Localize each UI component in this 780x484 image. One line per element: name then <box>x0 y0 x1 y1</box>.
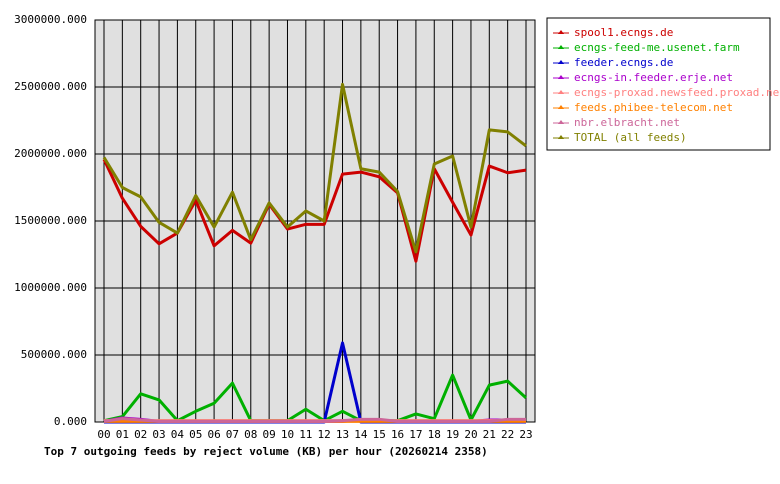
y-tick-label: 500000.000 <box>21 348 87 361</box>
series-line <box>103 417 526 423</box>
x-tick-label: 13 <box>336 428 349 441</box>
legend-label: ecngs-proxad.newsfeed.proxad.net <box>574 86 780 99</box>
legend-label: ecngs-in.feeder.erje.net <box>574 71 733 84</box>
series-line <box>103 373 528 423</box>
legend-label: ecngs-feed-me.usenet.farm <box>574 41 740 54</box>
y-tick-label: 2000000.000 <box>14 147 87 160</box>
legend-marker <box>558 90 564 94</box>
chart-title: Top 7 outgoing feeds by reject volume (K… <box>44 445 488 458</box>
x-tick-label: 14 <box>354 428 368 441</box>
legend-label: feeds.phibee-telecom.net <box>574 101 733 114</box>
x-tick-label: 11 <box>299 428 312 441</box>
x-tick-label: 15 <box>373 428 386 441</box>
x-tick-label: 16 <box>391 428 404 441</box>
y-tick-label: 1500000.000 <box>14 214 87 227</box>
x-tick-label: 02 <box>134 428 147 441</box>
legend-marker <box>558 120 564 124</box>
x-tick-label: 19 <box>446 428 459 441</box>
legend-label: TOTAL (all feeds) <box>574 131 687 144</box>
x-tick-label: 21 <box>483 428 496 441</box>
x-tick-label: 09 <box>263 428 276 441</box>
legend-marker <box>558 135 564 139</box>
legend-label: spool1.ecngs.de <box>574 26 673 39</box>
x-tick-label: 07 <box>226 428 239 441</box>
legend-marker <box>558 105 564 109</box>
x-tick-label: 05 <box>189 428 202 441</box>
x-tick-label: 17 <box>409 428 422 441</box>
legend-marker <box>558 45 564 49</box>
legend-label: nbr.elbracht.net <box>574 116 680 129</box>
legend-box <box>546 17 771 151</box>
series-line <box>102 82 527 254</box>
x-tick-label: 12 <box>318 428 331 441</box>
y-tick-label: 3000000.000 <box>14 13 87 26</box>
x-tick-label: 00 <box>97 428 110 441</box>
legend-marker <box>558 30 564 34</box>
x-tick-label: 01 <box>116 428 129 441</box>
legend-marker <box>558 75 564 79</box>
y-tick-label: 0.000 <box>54 415 87 428</box>
legend-marker <box>558 60 564 64</box>
x-tick-label: 03 <box>152 428 165 441</box>
series-line <box>102 158 527 263</box>
x-tick-label: 04 <box>171 428 185 441</box>
y-tick-label: 1000000.000 <box>14 281 87 294</box>
x-tick-label: 23 <box>519 428 532 441</box>
x-tick-label: 10 <box>281 428 294 441</box>
x-tick-label: 18 <box>428 428 441 441</box>
y-tick-label: 2500000.000 <box>14 80 87 93</box>
legend-label: feeder.ecngs.de <box>574 56 673 69</box>
x-tick-label: 22 <box>501 428 514 441</box>
x-tick-label: 06 <box>207 428 220 441</box>
x-tick-label: 08 <box>244 428 257 441</box>
x-tick-label: 20 <box>464 428 477 441</box>
